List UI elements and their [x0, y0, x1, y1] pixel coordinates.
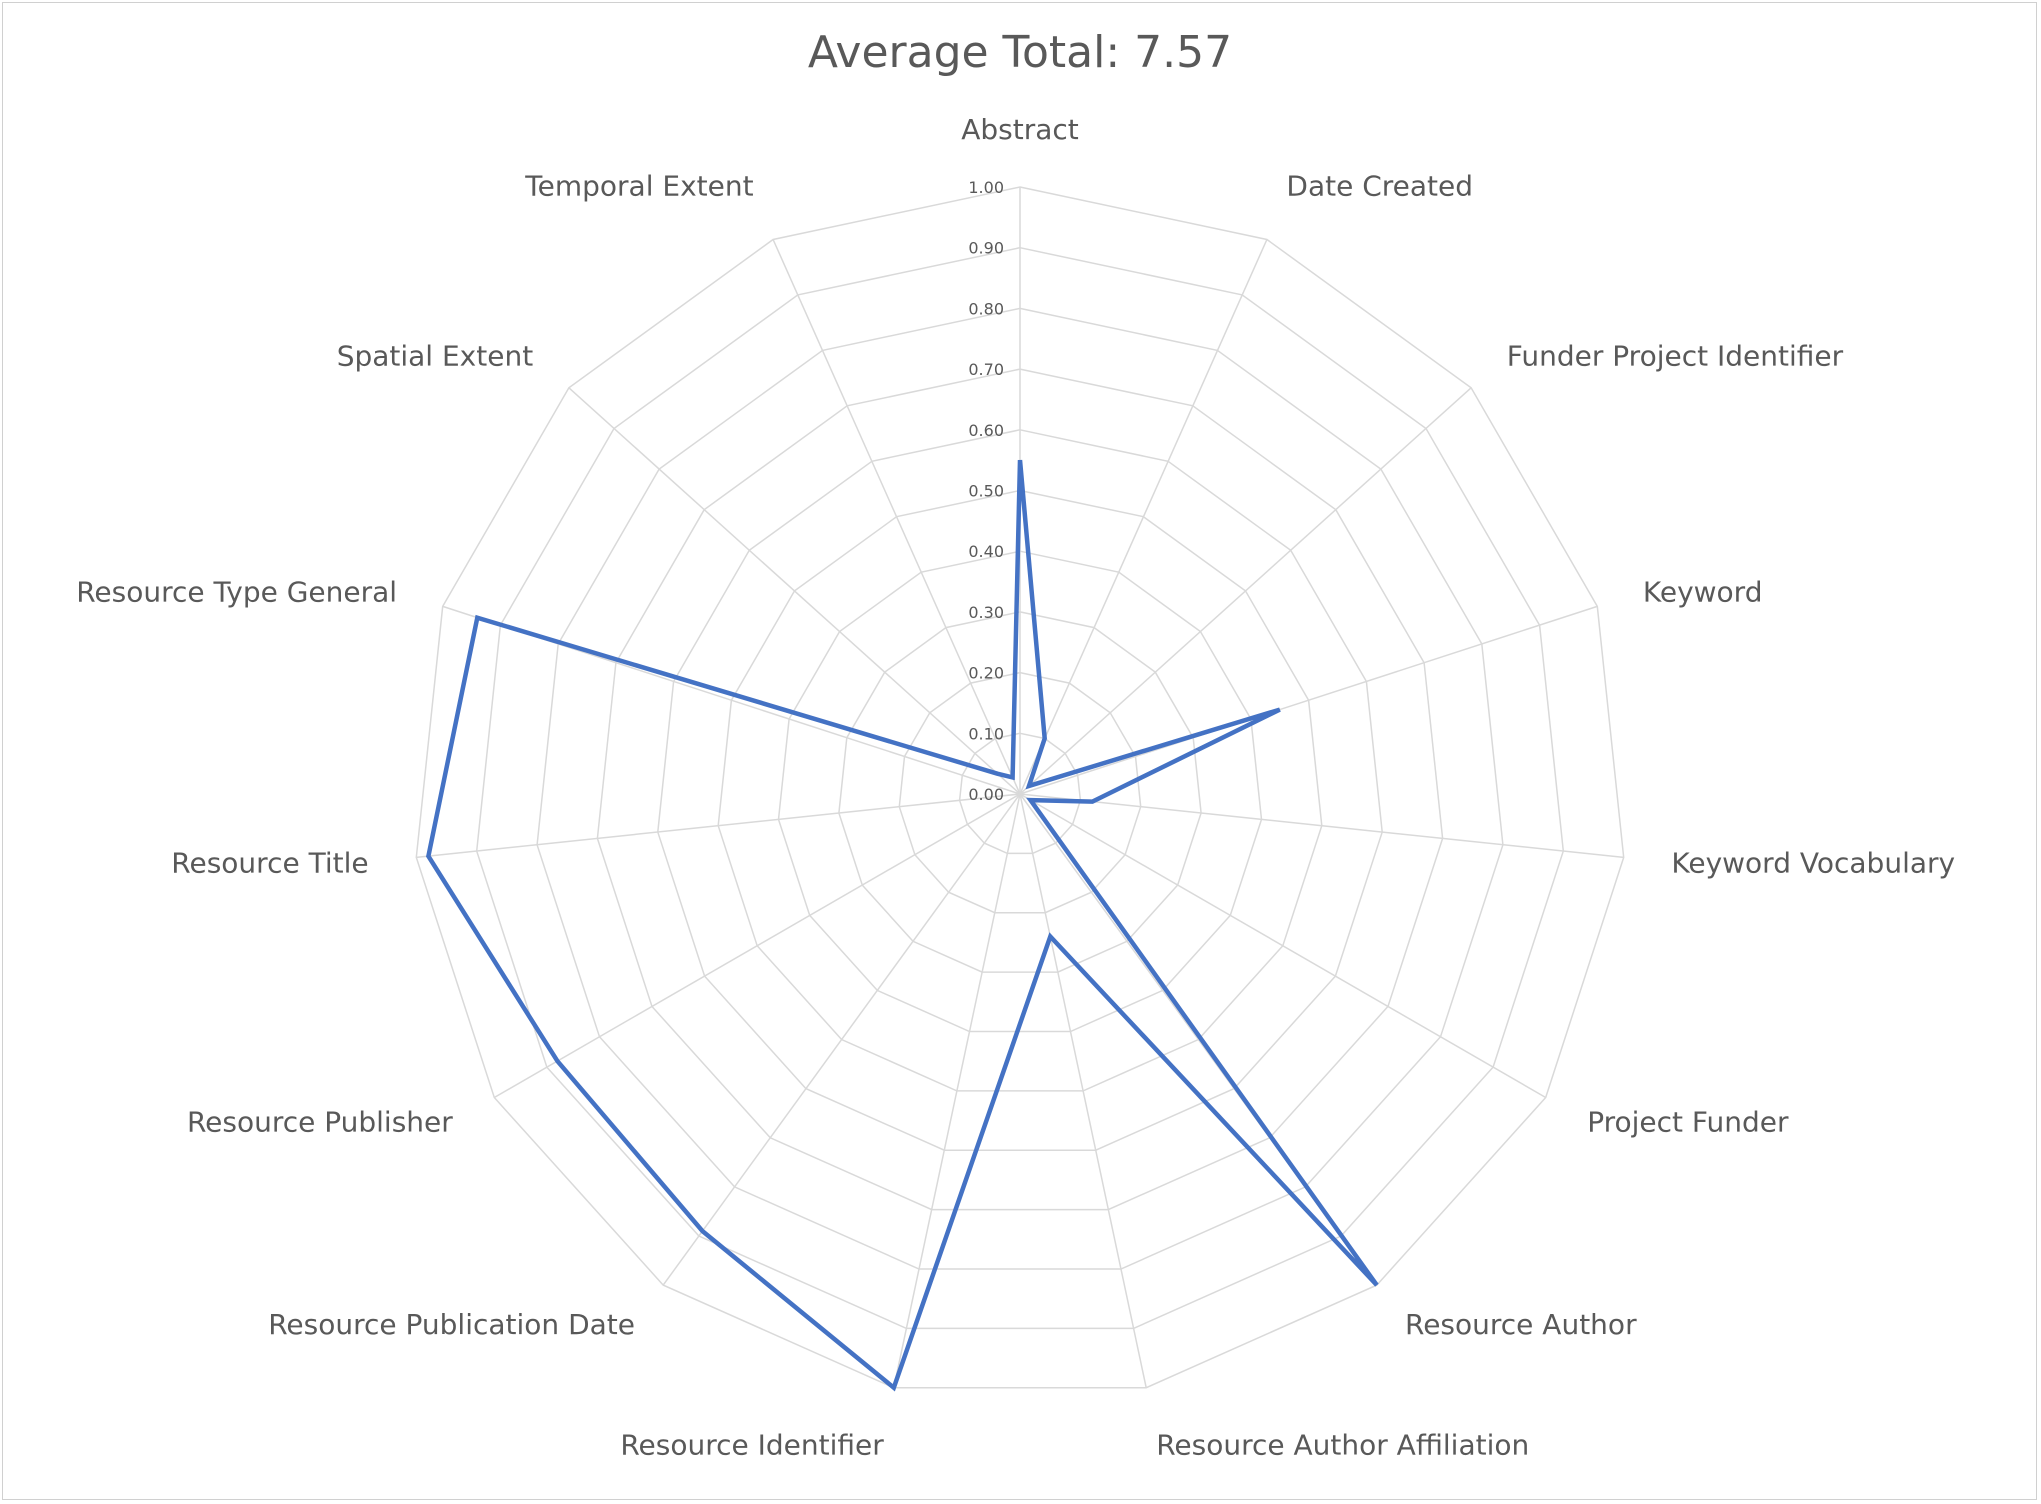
category-label: Abstract — [961, 113, 1079, 146]
grid-ring-8 — [536, 307, 1504, 1270]
category-label: Resource Identifier — [620, 1429, 884, 1462]
grid-spoke-13 — [568, 387, 1021, 795]
tick-label-9: 0.90 — [968, 239, 1004, 258]
grid-spoke-3 — [1019, 605, 1598, 795]
category-label: Resource Author — [1405, 1308, 1637, 1341]
tick-label-7: 0.70 — [968, 360, 1004, 379]
grid-spoke-9 — [662, 793, 1021, 1286]
grid-spoke-8 — [893, 793, 1021, 1388]
grid-spoke-10 — [493, 793, 1021, 1099]
category-label: Resource Type General — [76, 576, 397, 609]
category-label: Project Funder — [1587, 1106, 1789, 1139]
category-label: Spatial Extent — [337, 340, 534, 373]
category-label: Resource Title — [171, 847, 368, 880]
radar-grid — [415, 186, 1625, 1389]
grid-spoke-2 — [1019, 387, 1472, 795]
grid-ring-2 — [898, 671, 1142, 914]
series-layer — [426, 459, 1379, 1392]
tick-label-6: 0.60 — [968, 421, 1004, 440]
grid-spoke-4 — [1019, 793, 1624, 859]
category-label: Resource Author Affiliation — [1156, 1429, 1529, 1462]
grid-ring-3 — [838, 611, 1202, 973]
grid-spoke-14 — [772, 239, 1021, 795]
tick-label-0: 0.00 — [968, 785, 1004, 804]
tick-label-1: 0.10 — [968, 724, 1004, 743]
tick-label-4: 0.40 — [968, 542, 1004, 561]
series-line-0 — [426, 459, 1379, 1392]
grid-ring-9 — [475, 246, 1565, 1330]
category-label: Resource Publisher — [187, 1106, 453, 1139]
category-label: Funder Project Identifier — [1507, 340, 1844, 373]
tick-label-8: 0.80 — [968, 299, 1004, 318]
grid-ring-7 — [596, 368, 1444, 1211]
tick-label-2: 0.20 — [968, 664, 1004, 683]
grid-spoke-1 — [1019, 239, 1268, 795]
tick-label-10: 1.00 — [968, 178, 1004, 197]
grid-spoke-7 — [1019, 793, 1147, 1388]
category-labels: Abstract Date Created Funder Project Ident… — [76, 113, 1955, 1462]
category-label: Keyword — [1643, 576, 1763, 609]
grid-ring-5 — [717, 489, 1323, 1092]
category-label: Temporal Extent — [524, 170, 753, 203]
grid-ring-6 — [657, 429, 1383, 1151]
grid-ring-10 — [415, 186, 1625, 1389]
tick-label-5: 0.50 — [968, 482, 1004, 501]
tick-label-3: 0.30 — [968, 603, 1004, 622]
category-label: Date Created — [1286, 170, 1473, 203]
chart-title: Average Total: 7.57 — [808, 27, 1232, 78]
grid-spoke-11 — [416, 793, 1021, 859]
grid-spoke-5 — [1019, 793, 1547, 1099]
radial-tick-labels: 0.00 0.10 0.20 0.30 0.40 0.50 0.60 0.70 0.80 0.90… — [968, 178, 1004, 804]
grid-ring-4 — [777, 550, 1263, 1033]
category-label: Resource Publication Date — [268, 1308, 635, 1341]
category-label: Keyword Vocabulary — [1671, 847, 1955, 880]
